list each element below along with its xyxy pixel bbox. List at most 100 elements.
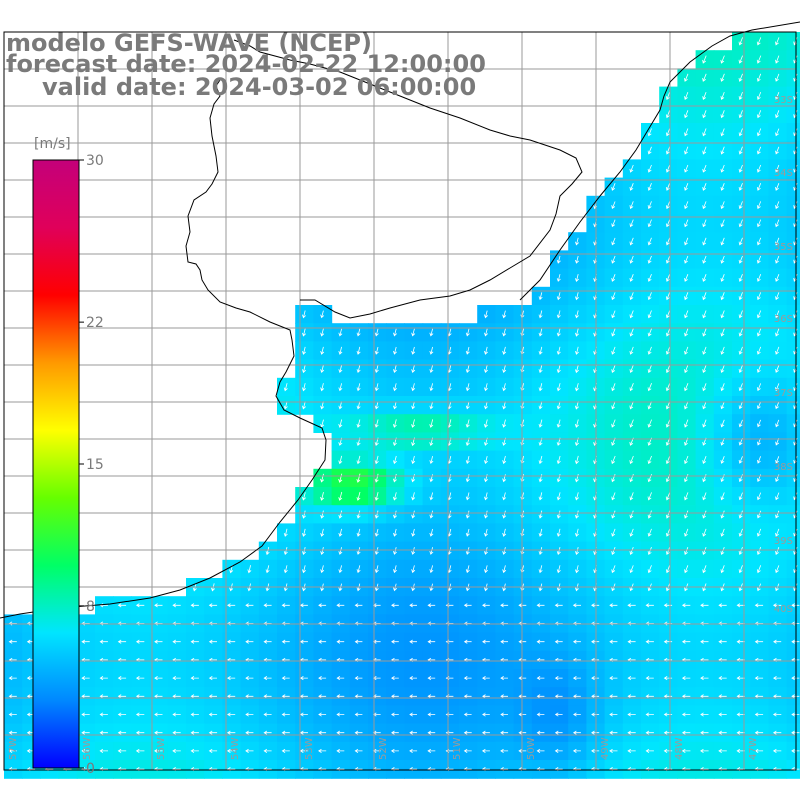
wind-arrow [720, 274, 725, 282]
wind-arrow [681, 730, 691, 735]
wind-arrow [720, 328, 725, 337]
wind-arrow [772, 748, 782, 753]
wind-arrow [338, 346, 343, 355]
wind-arrow [263, 712, 272, 717]
wind-arrow [684, 274, 689, 282]
wind-arrow [665, 164, 671, 173]
wind-arrow [409, 639, 417, 644]
wind-arrow [354, 748, 363, 753]
wind-arrow [338, 547, 343, 555]
wind-arrow [518, 676, 527, 681]
wind-arrow [190, 748, 199, 753]
wind-arrow [756, 346, 762, 355]
longitude-label: 47W [748, 737, 759, 760]
wind-arrow [393, 346, 397, 355]
wind-arrow [647, 401, 652, 410]
wind-arrow [702, 419, 707, 428]
wind-arrow [338, 455, 343, 465]
wind-arrow [611, 455, 616, 465]
wind-arrow [738, 383, 743, 392]
wind-arrow [356, 565, 361, 574]
wind-arrow [665, 419, 671, 428]
wind-arrow [427, 676, 436, 681]
wind-arrow [281, 730, 290, 735]
wind-speed-cell [786, 377, 800, 397]
wind-arrow [336, 603, 345, 608]
wind-arrow [354, 712, 363, 717]
wind-arrow [481, 730, 490, 735]
wind-arrow [575, 274, 579, 283]
wind-arrow [629, 455, 634, 465]
latitude-label: 36S [774, 314, 793, 325]
wind-arrow [465, 401, 470, 410]
wind-arrow [720, 401, 725, 410]
wind-arrow [536, 639, 545, 644]
wind-arrow [775, 383, 780, 392]
wind-arrow [775, 419, 780, 428]
wind-arrow [429, 383, 434, 392]
wind-arrow [208, 748, 218, 753]
wind-arrow [427, 639, 436, 644]
wind-arrow [484, 365, 488, 374]
wind-arrow [756, 328, 762, 337]
wind-arrow [409, 603, 417, 608]
wind-arrow [738, 37, 743, 46]
wind-arrow [575, 492, 579, 501]
wind-arrow [681, 694, 691, 699]
wind-arrow [647, 565, 652, 574]
wind-arrow [775, 255, 780, 264]
wind-arrow [411, 383, 416, 392]
wind-arrow [482, 712, 490, 717]
wind-arrow [684, 455, 689, 465]
wind-arrow [427, 603, 436, 608]
wind-arrow [411, 547, 416, 555]
wind-arrow [573, 712, 581, 717]
wind-arrow [663, 730, 673, 735]
wind-arrow [647, 546, 652, 555]
wind-arrow [627, 748, 636, 753]
wind-arrow [8, 676, 17, 681]
wind-arrow [629, 546, 634, 555]
wind-arrow [354, 603, 363, 608]
wind-arrow [320, 473, 325, 483]
wind-arrow [374, 547, 379, 555]
wind-arrow [391, 603, 399, 608]
wind-arrow [756, 110, 762, 119]
wind-arrow [465, 365, 470, 374]
wind-arrow [629, 383, 634, 392]
wind-arrow [756, 237, 762, 246]
wind-arrow [718, 603, 727, 608]
wind-arrow [775, 565, 780, 574]
wind-arrow [502, 310, 507, 319]
wind-arrow [502, 401, 507, 410]
wind-arrow [575, 565, 579, 574]
wind-arrow [575, 292, 579, 301]
wind-arrow [609, 712, 618, 717]
wind-arrow [663, 712, 673, 717]
wind-arrow [172, 712, 181, 717]
wind-speed-cell [786, 323, 800, 342]
wind-arrow [190, 676, 199, 681]
wind-arrow [320, 510, 325, 519]
wind-arrow [354, 676, 363, 681]
wind-arrow [773, 639, 782, 644]
latitude-label: 38S [774, 462, 793, 473]
wind-arrow [754, 603, 764, 608]
wind-arrow [538, 292, 543, 301]
wind-arrow [227, 712, 236, 717]
wind-arrow [684, 146, 689, 155]
wind-arrow [684, 201, 689, 210]
wind-arrow [374, 528, 379, 537]
wind-arrow [629, 310, 634, 319]
wind-arrow [374, 401, 379, 410]
wind-arrow [629, 565, 634, 574]
wind-arrow [720, 110, 725, 119]
wind-arrow [484, 456, 488, 465]
wind-arrow [663, 748, 673, 753]
wind-arrow [627, 639, 636, 644]
wind-arrow [665, 565, 671, 574]
wind-arrow [482, 603, 490, 608]
wind-arrow [611, 201, 616, 209]
wind-arrow [320, 419, 325, 428]
wind-arrow [684, 183, 689, 191]
